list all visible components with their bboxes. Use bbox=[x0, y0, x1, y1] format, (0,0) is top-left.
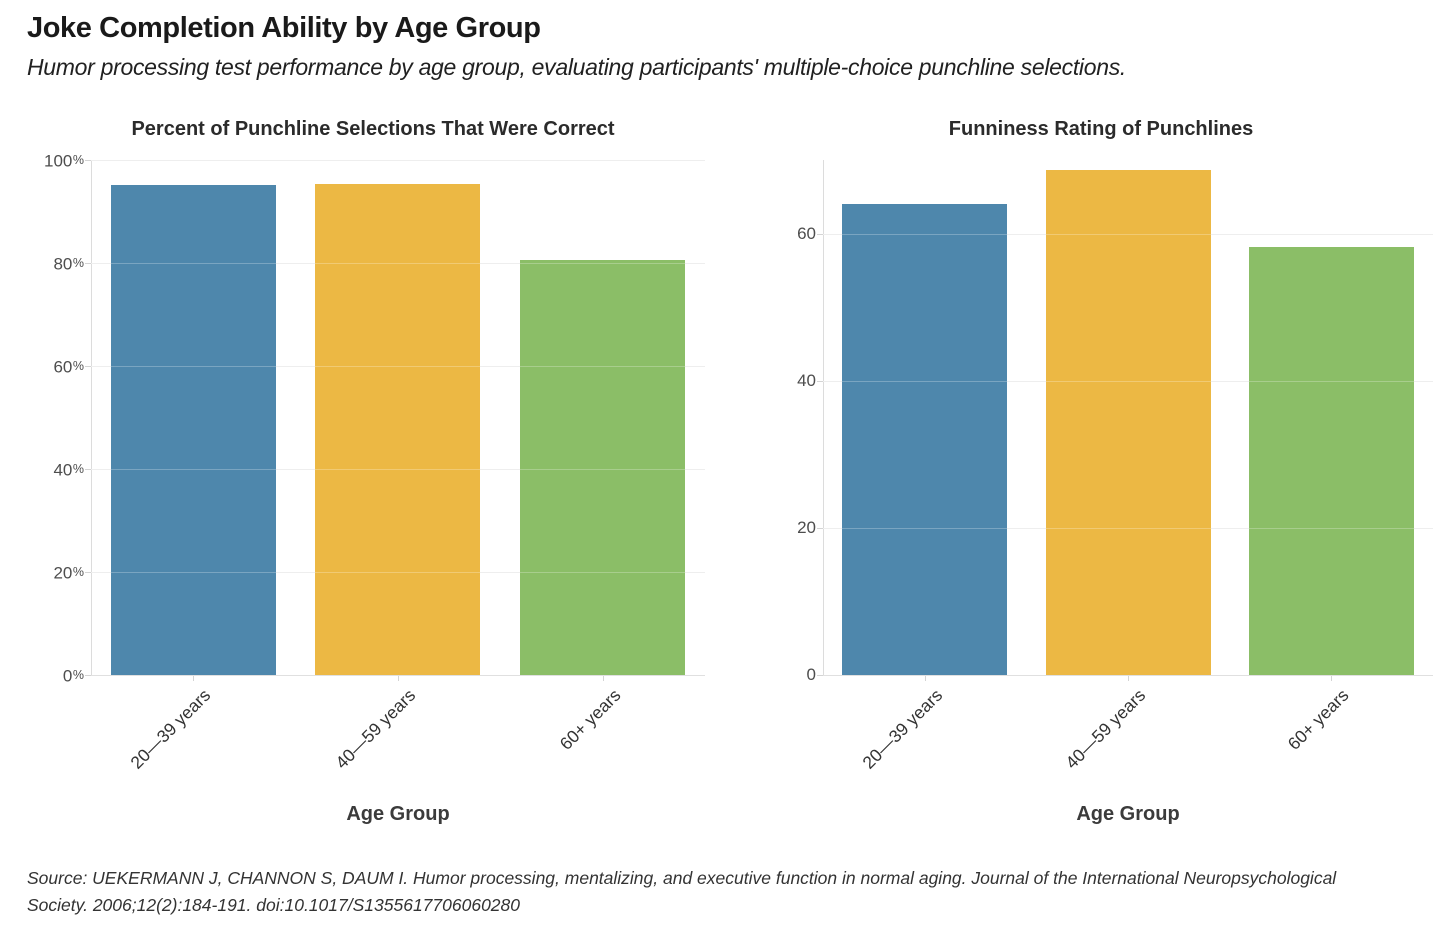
y-tick-mark bbox=[817, 528, 823, 529]
x-tick-label: 40—59 years bbox=[1061, 685, 1150, 773]
x-tick-mark bbox=[1128, 675, 1129, 681]
bar-40-59-years bbox=[1046, 170, 1211, 675]
x-tick-mark bbox=[193, 675, 194, 681]
y-tick-mark bbox=[85, 675, 91, 676]
x-axis-baseline bbox=[91, 675, 705, 676]
x-tick-mark bbox=[925, 675, 926, 681]
y-tick-suffix: % bbox=[72, 359, 84, 373]
y-axis-line bbox=[91, 160, 92, 675]
gridline bbox=[91, 160, 705, 161]
gridline bbox=[91, 366, 705, 367]
y-axis-line bbox=[823, 160, 824, 675]
gridline bbox=[823, 234, 1433, 235]
x-tick-label: 60+ years bbox=[1283, 685, 1353, 754]
y-tick-mark bbox=[817, 234, 823, 235]
y-tick-mark bbox=[85, 263, 91, 264]
x-tick-mark bbox=[398, 675, 399, 681]
gridline bbox=[91, 160, 705, 161]
y-tick-label: 100% bbox=[44, 151, 84, 171]
bar-40-59-years bbox=[315, 184, 480, 675]
y-tick-mark bbox=[817, 381, 823, 382]
chart-title-funniness: Funniness Rating of Punchlines bbox=[948, 118, 1254, 140]
y-tick-suffix: % bbox=[72, 565, 84, 579]
gridline bbox=[823, 528, 1433, 529]
gridline bbox=[91, 263, 705, 264]
y-tick-label: 40% bbox=[53, 460, 84, 480]
x-tick-label: 60+ years bbox=[555, 685, 625, 754]
x-axis-title: Age Group bbox=[346, 803, 450, 825]
y-tick-mark bbox=[85, 469, 91, 470]
y-tick-label: 40 bbox=[797, 371, 816, 390]
chart-title-percent-correct: Percent of Punchline Selections That Wer… bbox=[131, 118, 615, 140]
gridline bbox=[823, 381, 1433, 382]
y-tick-label: 20% bbox=[53, 563, 84, 583]
x-tick-mark bbox=[603, 675, 604, 681]
page-subtitle: Humor processing test performance by age… bbox=[27, 54, 1126, 80]
source-citation: Source: UEKERMANN J, CHANNON S, DAUM I. … bbox=[27, 868, 1337, 916]
y-tick-mark bbox=[85, 160, 91, 161]
y-tick-label: 80% bbox=[53, 254, 84, 274]
y-tick-label: 0% bbox=[62, 666, 84, 686]
x-axis-baseline bbox=[823, 675, 1433, 676]
y-tick-suffix: % bbox=[72, 462, 84, 476]
y-tick-mark bbox=[85, 366, 91, 367]
gridline bbox=[91, 469, 705, 470]
bar-20-39-years bbox=[111, 185, 276, 675]
y-tick-suffix: % bbox=[72, 153, 84, 167]
y-tick-label: 60% bbox=[53, 357, 84, 377]
y-tick-mark bbox=[85, 572, 91, 573]
bar-60+-years bbox=[520, 260, 685, 675]
y-tick-label: 60 bbox=[797, 224, 816, 243]
y-tick-suffix: % bbox=[72, 256, 84, 270]
bar-20-39-years bbox=[842, 204, 1007, 675]
bar-60+-years bbox=[1249, 247, 1414, 675]
y-tick-suffix: % bbox=[72, 668, 84, 682]
x-axis-title: Age Group bbox=[1076, 803, 1180, 825]
page-title: Joke Completion Ability by Age Group bbox=[27, 12, 541, 44]
x-tick-label: 20—39 years bbox=[126, 685, 215, 773]
y-tick-label: 0 bbox=[806, 665, 816, 684]
x-tick-label: 40—59 years bbox=[331, 685, 420, 773]
x-tick-mark bbox=[1331, 675, 1332, 681]
y-tick-mark bbox=[817, 675, 823, 676]
x-tick-label: 20—39 years bbox=[858, 685, 947, 773]
gridline bbox=[91, 572, 705, 573]
y-tick-label: 20 bbox=[797, 518, 816, 537]
